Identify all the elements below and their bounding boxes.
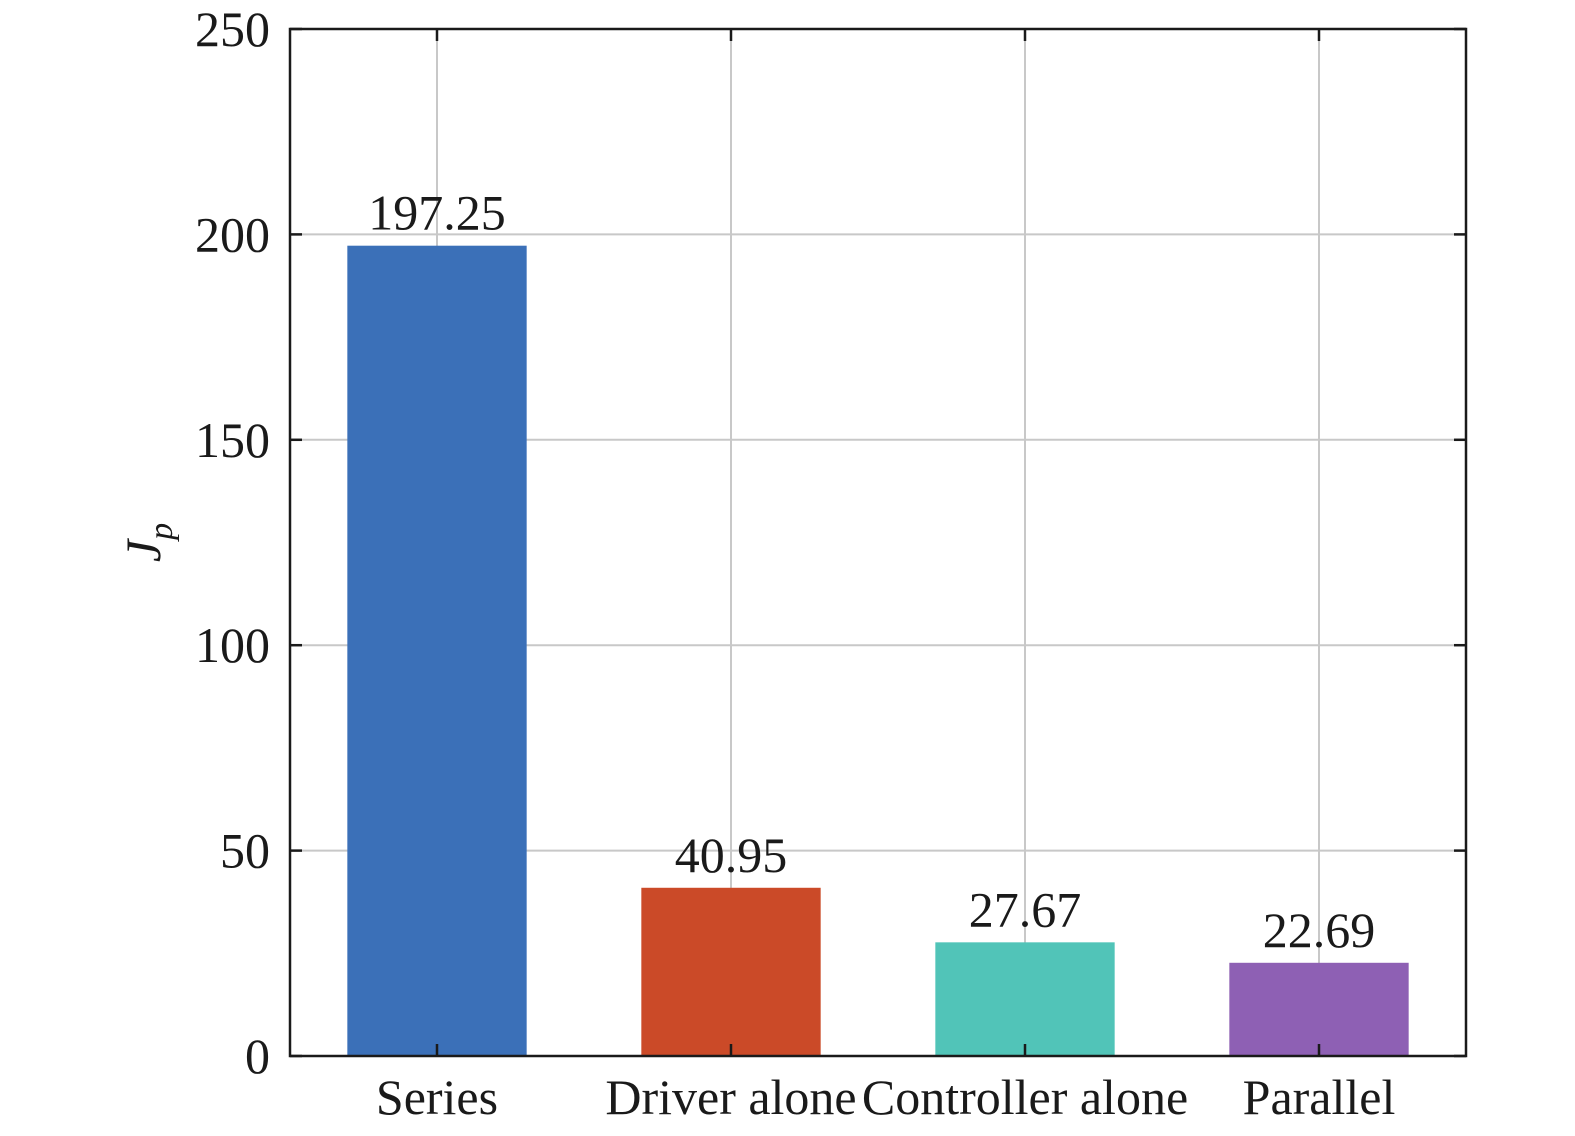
y-tick-labels: 0 50 100 150 200 250 [195, 1, 270, 1084]
data-label: 27.67 [969, 881, 1082, 937]
y-tick-label: 200 [195, 206, 270, 262]
data-labels: 197.25 40.95 27.67 22.69 [368, 185, 1375, 958]
x-tick-labels: Series Driver alone Controller alone Parall… [376, 1069, 1395, 1125]
x-tick-label: Controller alone [862, 1069, 1188, 1125]
y-axis-label-main: J [115, 537, 171, 562]
y-tick-label: 50 [220, 823, 270, 879]
bars [347, 245, 1409, 1056]
ticks [290, 27, 1466, 1058]
plot-frame [288, 27, 1468, 1058]
bar [347, 245, 527, 1056]
y-tick-label: 100 [195, 617, 270, 673]
bar [1229, 962, 1409, 1056]
data-label: 197.25 [368, 185, 506, 241]
y-axis-label: Jp [115, 523, 180, 562]
y-tick-label: 250 [195, 1, 270, 57]
bar [935, 942, 1115, 1056]
y-tick-label: 150 [195, 412, 270, 468]
bar [641, 887, 821, 1056]
y-tick-label: 0 [245, 1028, 270, 1084]
x-tick-label: Parallel [1243, 1069, 1396, 1125]
y-axis-label-subscript: p [143, 523, 180, 542]
data-label: 22.69 [1263, 902, 1376, 958]
x-tick-label: Series [376, 1069, 498, 1125]
x-tick-label: Driver alone [605, 1069, 856, 1125]
data-label: 40.95 [675, 827, 788, 883]
